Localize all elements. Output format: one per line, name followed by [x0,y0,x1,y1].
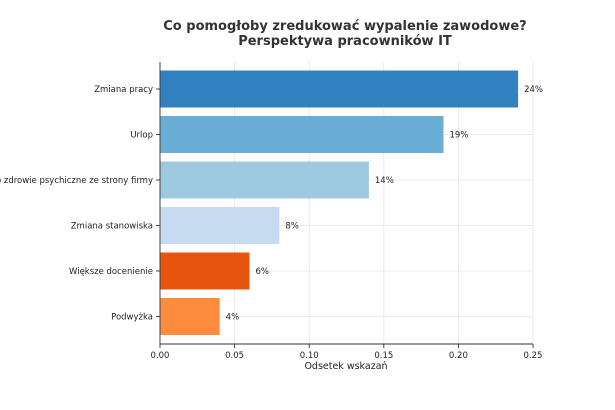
category-label: Zmiana stanowiska [71,222,153,232]
data-label: 14% [375,176,394,186]
category-label: Opieka o zdrowie psychiczne ze strony fi… [0,176,153,186]
bar [160,161,369,199]
category-label: Większe docenienie [69,267,153,277]
data-label: 24% [524,85,543,95]
category-label: Urlop [130,131,153,141]
x-axis-ticks: 0.00 0.05 0.10 0.15 0.20 0.25 [151,344,543,361]
x-tick-label: 0.05 [225,351,244,361]
data-labels: 24% 19% 14% 8% 6% 4% [226,85,543,323]
bar [160,207,280,244]
bar [160,298,220,335]
chart-title-line-1: Co pomogłoby zredukować wypalenie zawodo… [163,19,526,34]
bars [160,70,519,335]
x-tick-label: 0.20 [449,351,468,361]
bar [160,116,444,153]
category-label: Zmiana pracy [94,85,153,95]
data-label: 8% [285,222,299,232]
bar [160,70,519,108]
category-labels: Zmiana pracy Urlop Opieka o zdrowie psychi… [0,85,160,323]
x-tick-label: 0.15 [374,351,393,361]
data-label: 6% [256,267,270,277]
x-tick-label: 0.00 [151,351,170,361]
category-label: Podwyżka [111,313,153,323]
data-label: 4% [226,313,240,323]
x-tick-label: 0.10 [300,351,319,361]
bar [160,252,250,290]
x-axis-label: Odsetek wskazań [304,361,387,372]
x-tick-label: 0.25 [524,351,543,361]
data-label: 19% [449,131,468,141]
chart-title-line-2: Perspektywa pracowników IT [238,34,452,49]
